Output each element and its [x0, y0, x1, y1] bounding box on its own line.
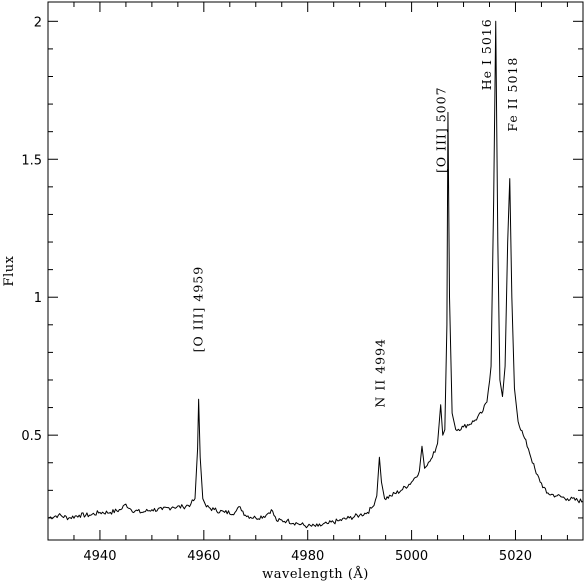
x-tick-label: 5000 [395, 549, 428, 564]
x-tick-label: 4960 [187, 549, 220, 564]
x-tick-label: 5020 [499, 549, 532, 564]
y-tick-label: 0.5 [21, 429, 42, 444]
y-tick-label: 1 [34, 291, 42, 306]
plot-frame [47, 1, 584, 541]
annotation-label: N II 4994 [372, 338, 387, 408]
annotation-label: He I 5016 [479, 18, 494, 90]
y-tick-label: 2 [34, 15, 42, 30]
x-tick-label: 4980 [291, 549, 324, 564]
x-axis-title: wavelength (Å) [262, 566, 369, 582]
y-axis-title: Flux [2, 255, 17, 286]
x-tick-labels: 4940 4960 4980 5000 5020 [83, 549, 532, 564]
annotation-label: [O III] 5007 [434, 86, 449, 173]
x-tick-label: 4940 [83, 549, 116, 564]
spectrum-series-line [47, 20, 584, 529]
line-annotations: [O III] 4959 N II 4994 [O III] 5007 He I 50… [191, 18, 520, 407]
y-tick-labels: 0.5 1 1.5 2 [21, 15, 42, 444]
annotation-label: Fe II 5018 [505, 57, 520, 132]
annotation-label: [O III] 4959 [191, 266, 206, 353]
axis-ticks [47, 2, 583, 540]
y-tick-label: 1.5 [21, 153, 42, 168]
